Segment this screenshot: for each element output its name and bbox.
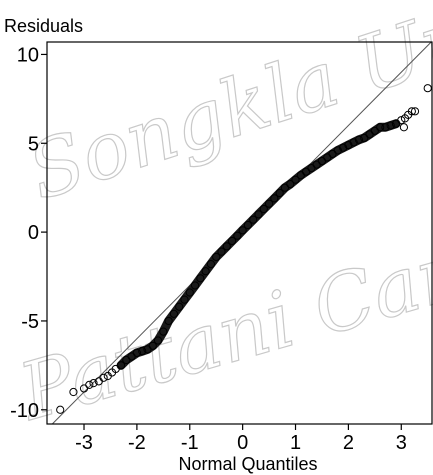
data-point [376, 123, 385, 132]
data-point [85, 380, 94, 390]
y-tick-label: -5 [21, 311, 39, 333]
x-tick-label: 1 [290, 432, 301, 454]
data-point [333, 146, 342, 155]
data-point [254, 210, 263, 219]
data-point [286, 180, 295, 189]
data-point [227, 236, 237, 246]
y-tick-label: 10 [17, 44, 39, 66]
x-tick-label: -3 [75, 432, 93, 454]
x-tick-label: -1 [181, 432, 199, 454]
data-point [185, 288, 194, 297]
data-point [206, 259, 216, 269]
data-point [164, 316, 173, 326]
data-point [196, 274, 205, 283]
data-point [153, 336, 163, 345]
data-point [410, 107, 420, 116]
x-tick-label: -2 [128, 432, 146, 454]
data-point [138, 347, 147, 356]
data-point [344, 140, 353, 150]
data-point [249, 215, 258, 224]
data-point [399, 123, 409, 132]
data-point [381, 123, 390, 132]
data-point [233, 231, 242, 240]
data-point [148, 341, 157, 350]
data-point [397, 116, 406, 125]
data-point [180, 295, 189, 304]
y-tick-label: 0 [28, 222, 39, 244]
data-point [116, 361, 126, 370]
data-point [238, 226, 247, 235]
data-points [56, 84, 432, 414]
data-point [275, 188, 284, 198]
x-axis-label: Normal Quantiles [178, 454, 317, 474]
x-tick-label: 0 [237, 432, 248, 454]
data-point [190, 281, 200, 290]
data-point [132, 348, 141, 358]
data-point [175, 302, 184, 311]
data-point [56, 405, 65, 414]
y-tick-label: 5 [28, 133, 39, 155]
data-point [222, 242, 231, 251]
data-point [407, 107, 416, 116]
data-point [159, 327, 168, 336]
data-point [349, 138, 358, 147]
data-point [259, 204, 268, 214]
x-axis: -3 -2 -1 0 1 2 3 [75, 424, 407, 454]
data-point [243, 220, 253, 230]
data-point [89, 379, 98, 388]
x-tick-label: 3 [396, 432, 407, 454]
data-point [270, 194, 279, 203]
y-tick-label: -10 [10, 400, 39, 422]
data-point [354, 135, 364, 144]
data-point [99, 373, 108, 382]
data-point [217, 247, 226, 256]
data-point [291, 175, 300, 184]
y-axis: -10 -5 0 5 10 [10, 44, 47, 422]
data-point [169, 309, 179, 318]
y-axis-label: Residuals [4, 16, 83, 36]
plot-frame [46, 41, 433, 425]
data-point [212, 252, 221, 262]
data-point [339, 143, 348, 152]
x-tick-label: 2 [343, 432, 354, 454]
data-point [69, 387, 78, 397]
data-point [386, 121, 395, 130]
data-point [201, 267, 210, 276]
data-point [423, 84, 432, 93]
data-point [264, 199, 274, 208]
